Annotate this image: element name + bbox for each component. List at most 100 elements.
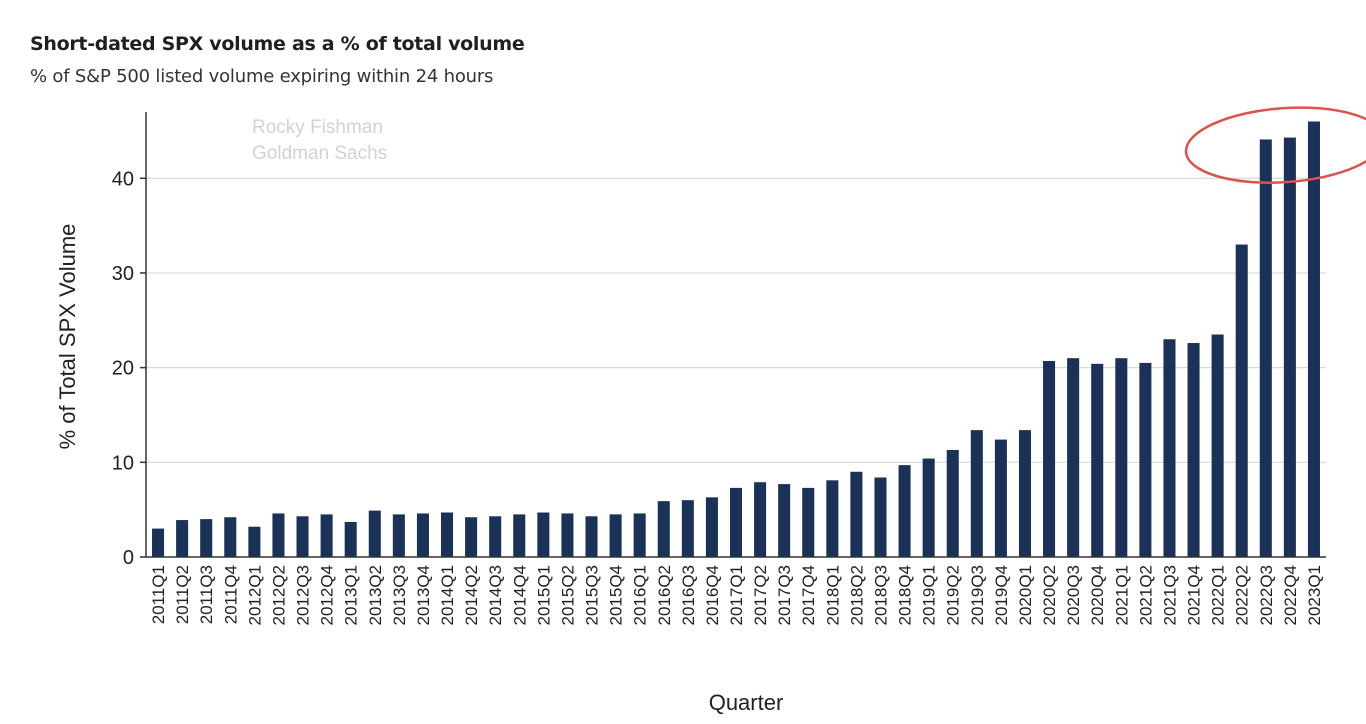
x-tick-label: 2015Q3 [583,565,602,626]
bar-2016Q3 [681,500,694,557]
x-tick-label: 2022Q1 [1209,565,1228,626]
bar-2018Q2 [850,471,863,557]
bar-2020Q1 [1018,430,1031,557]
x-tick-label: 2020Q2 [1040,565,1059,626]
x-tick-label: 2022Q2 [1233,565,1252,626]
y-tick-label: 0 [123,547,134,569]
bar-2021Q3 [1163,339,1176,557]
x-tick-label: 2016Q3 [679,565,698,626]
x-tick-label: 2022Q3 [1257,565,1276,626]
x-tick-label: 2017Q2 [751,565,770,626]
x-tick-label: 2018Q3 [871,565,890,626]
x-tick-label: 2016Q2 [655,565,674,626]
bar-2020Q2 [1043,361,1056,557]
bar-2022Q2 [1235,244,1248,557]
x-tick-label: 2021Q4 [1185,565,1204,626]
bar-2014Q1 [441,512,454,557]
x-tick-label: 2016Q1 [631,565,650,626]
bar-2011Q4 [224,517,237,557]
x-tick-label: 2018Q4 [896,565,915,626]
bar-2013Q4 [416,513,429,557]
x-tick-label: 2013Q3 [390,565,409,626]
x-tick-label: 2018Q1 [823,565,842,626]
bar-2015Q2 [561,513,574,557]
x-tick-label: 2015Q2 [558,565,577,626]
x-tick-label: 2015Q1 [534,565,553,626]
bar-2015Q4 [609,514,622,557]
x-tick-label: 2019Q3 [968,565,987,626]
bar-2018Q1 [826,480,839,557]
watermark-firm: Goldman Sachs [252,143,387,164]
bar-2015Q1 [537,512,550,557]
bar-2021Q1 [1115,358,1128,557]
x-tick-label: 2011Q4 [221,565,240,624]
x-tick-label: 2014Q1 [438,565,457,626]
y-axis-label: % of Total SPX Volume [55,224,80,450]
x-tick-label: 2017Q4 [799,565,818,626]
x-tick-label: 2019Q2 [944,565,963,626]
bar-2017Q3 [778,484,791,557]
watermark-author: Rocky Fishman [252,117,383,138]
bar-2020Q3 [1067,358,1080,557]
y-tick-label: 10 [112,452,134,474]
x-tick-label: 2012Q4 [318,565,337,626]
x-tick-label: 2020Q4 [1088,565,1107,626]
bar-2012Q2 [272,513,285,557]
bar-2019Q1 [922,458,935,557]
y-tick-label: 20 [112,358,134,380]
bar-2018Q3 [874,477,887,557]
x-tick-label: 2017Q1 [727,565,746,626]
x-tick-label: 2021Q3 [1160,565,1179,626]
bar-2021Q4 [1187,343,1200,557]
x-tick-label: 2014Q4 [510,565,529,626]
y-tick-label: 40 [112,168,134,190]
x-tick-label: 2014Q2 [462,565,481,626]
y-tick-labels: 0 10 20 30 40 [112,168,146,569]
bar-2021Q2 [1139,362,1152,557]
x-tick-label: 2013Q1 [342,565,361,626]
chart-subtitle: % of S&P 500 listed volume expiring with… [30,66,494,87]
x-tick-label: 2022Q4 [1281,565,1300,626]
x-tick-label: 2012Q3 [294,565,313,626]
x-tick-label: 2020Q1 [1016,565,1035,626]
highlight-circle [1184,106,1366,184]
bar-2016Q2 [657,501,670,557]
bar-2013Q1 [344,521,357,557]
bar-2014Q2 [465,517,478,557]
x-tick-label: 2011Q2 [173,565,192,624]
x-tick-label: 2021Q1 [1112,565,1131,626]
bar-2022Q3 [1259,139,1272,557]
bar-2022Q4 [1283,137,1296,557]
bar-2023Q1 [1307,121,1320,558]
x-tick-label: 2016Q4 [703,565,722,626]
x-tick-label: 2019Q1 [920,565,939,626]
bar-2013Q2 [368,510,381,557]
x-tick-label: 2012Q2 [269,565,288,626]
bar-2015Q3 [585,516,598,557]
bar-2017Q2 [754,482,767,557]
bar-2016Q1 [633,513,646,557]
x-tick-label: 2013Q2 [366,565,385,626]
bar-2017Q4 [802,487,815,557]
chart-title: Short-dated SPX volume as a % of total v… [30,33,525,55]
x-tick-label: 2019Q4 [992,565,1011,626]
bar-2012Q4 [320,514,333,557]
x-tick-label: 2020Q3 [1064,565,1083,626]
bar-2011Q3 [200,519,213,557]
x-tick-label: 2017Q3 [775,565,794,626]
bars [152,121,1320,558]
bar-2014Q4 [513,514,526,557]
x-tick-label: 2014Q3 [486,565,505,626]
bar-2014Q3 [489,516,502,557]
bar-2019Q3 [970,430,983,557]
bar-2019Q4 [994,439,1007,557]
bar-2013Q3 [392,514,405,557]
bar-2016Q4 [705,497,718,557]
x-tick-label: 2021Q2 [1136,565,1155,626]
bar-2020Q4 [1091,363,1104,557]
bar-2019Q2 [946,450,959,557]
bar-2011Q1 [152,528,165,557]
y-tick-label: 30 [112,263,134,285]
x-tick-label: 2011Q3 [197,565,216,624]
